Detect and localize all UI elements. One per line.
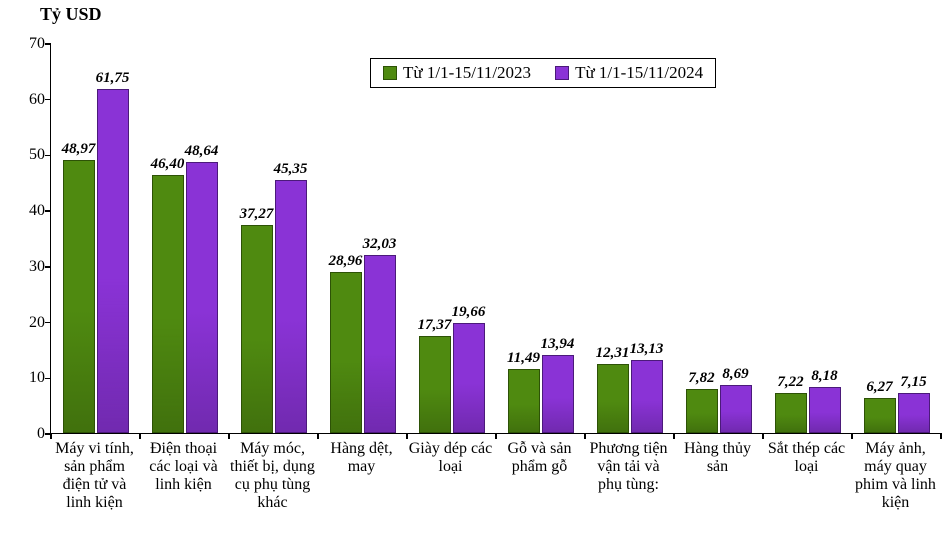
legend: Từ 1/1-15/11/2023 Từ 1/1-15/11/2024 <box>370 58 716 88</box>
x-category-label: Máy móc, thiết bị, dụng cụ phụ tùng khác <box>230 440 315 512</box>
x-tick-mark <box>851 433 853 439</box>
x-category-label: Phương tiện vận tải và phụ tùng: <box>586 440 671 494</box>
bar-value-label: 6,27 <box>866 379 892 396</box>
x-tick-mark <box>762 433 764 439</box>
y-tick-label: 40 <box>29 202 51 220</box>
x-category-label: Máy vi tính, sản phẩm điện tử và linh ki… <box>52 440 137 512</box>
y-tick-label: 10 <box>29 369 51 387</box>
x-category-label: Điện thoại các loại và linh kiện <box>141 440 226 494</box>
x-category-label: Giày dép các loại <box>408 440 493 476</box>
bar-value-label: 17,37 <box>418 317 452 334</box>
x-tick-mark <box>228 433 230 439</box>
bar-value-label: 19,66 <box>452 304 486 321</box>
x-category-label: Hàng thủy sản <box>675 440 760 476</box>
x-tick-mark <box>673 433 675 439</box>
bar-value-label: 28,96 <box>329 253 363 270</box>
x-tick-mark <box>406 433 408 439</box>
bar-value-label: 13,13 <box>630 341 664 358</box>
y-tick-label: 50 <box>29 146 51 164</box>
bar <box>775 393 807 433</box>
bar <box>898 393 930 433</box>
bar <box>241 225 273 433</box>
bar-value-label: 7,22 <box>777 374 803 391</box>
x-tick-mark <box>940 433 942 439</box>
bar-value-label: 13,94 <box>541 336 575 353</box>
x-axis-labels: Máy vi tính, sản phẩm điện tử và linh ki… <box>50 440 940 544</box>
legend-label: Từ 1/1-15/11/2023 <box>403 63 531 83</box>
bar <box>453 323 485 433</box>
y-tick-label: 0 <box>37 425 51 443</box>
legend-label: Từ 1/1-15/11/2024 <box>575 63 703 83</box>
x-tick-mark <box>139 433 141 439</box>
bar-value-label: 45,35 <box>274 161 308 178</box>
x-category-label: Hàng dệt, may <box>319 440 404 476</box>
y-tick-label: 30 <box>29 258 51 276</box>
legend-item: Từ 1/1-15/11/2023 <box>383 63 531 83</box>
bar-value-label: 7,82 <box>688 370 714 387</box>
bar <box>631 360 663 433</box>
bar-value-label: 61,75 <box>96 70 130 87</box>
bar <box>809 387 841 433</box>
bar <box>720 385 752 433</box>
y-axis-title: Tỷ USD <box>40 4 102 25</box>
bar <box>97 89 129 433</box>
bar-value-label: 7,15 <box>900 374 926 391</box>
x-tick-mark <box>495 433 497 439</box>
bar <box>864 398 896 433</box>
x-tick-mark <box>317 433 319 439</box>
bar <box>597 364 629 433</box>
bar <box>152 175 184 434</box>
x-tick-mark <box>50 433 52 439</box>
bar-value-label: 8,18 <box>811 368 837 385</box>
legend-swatch <box>555 66 569 80</box>
bar-chart: Tỷ USD 0 10 20 30 40 50 60 70 48,97 61,75 46,4048,… <box>0 0 952 548</box>
bar <box>330 272 362 433</box>
bar-value-label: 37,27 <box>240 206 274 223</box>
bar <box>364 255 396 433</box>
bar <box>508 369 540 433</box>
bar <box>275 180 307 433</box>
x-category-label: Sắt thép các loại <box>764 440 849 476</box>
y-tick-label: 20 <box>29 314 51 332</box>
bar-value-label: 11,49 <box>507 350 540 367</box>
bar <box>63 160 95 433</box>
bar-value-label: 48,97 <box>62 141 96 158</box>
y-tick-label: 60 <box>29 91 51 109</box>
bar-value-label: 32,03 <box>363 236 397 253</box>
legend-swatch <box>383 66 397 80</box>
bar-value-label: 8,69 <box>722 366 748 383</box>
plot-area: 01020304050607048,9761,7546,4048,6437,27… <box>50 44 940 434</box>
bar <box>186 162 218 433</box>
x-category-label: Gỗ và sản phẩm gỗ <box>497 440 582 476</box>
bar <box>419 336 451 433</box>
legend-item: Từ 1/1-15/11/2024 <box>555 63 703 83</box>
bar-value-label: 48,64 <box>185 143 219 160</box>
bar-value-label: 12,31 <box>596 345 630 362</box>
bar <box>686 389 718 433</box>
bar-value-label: 46,40 <box>151 156 185 173</box>
x-tick-mark <box>584 433 586 439</box>
x-category-label: Máy ảnh, máy quay phim và linh kiện <box>853 440 938 512</box>
y-tick-label: 70 <box>29 35 51 53</box>
bar <box>542 355 574 433</box>
